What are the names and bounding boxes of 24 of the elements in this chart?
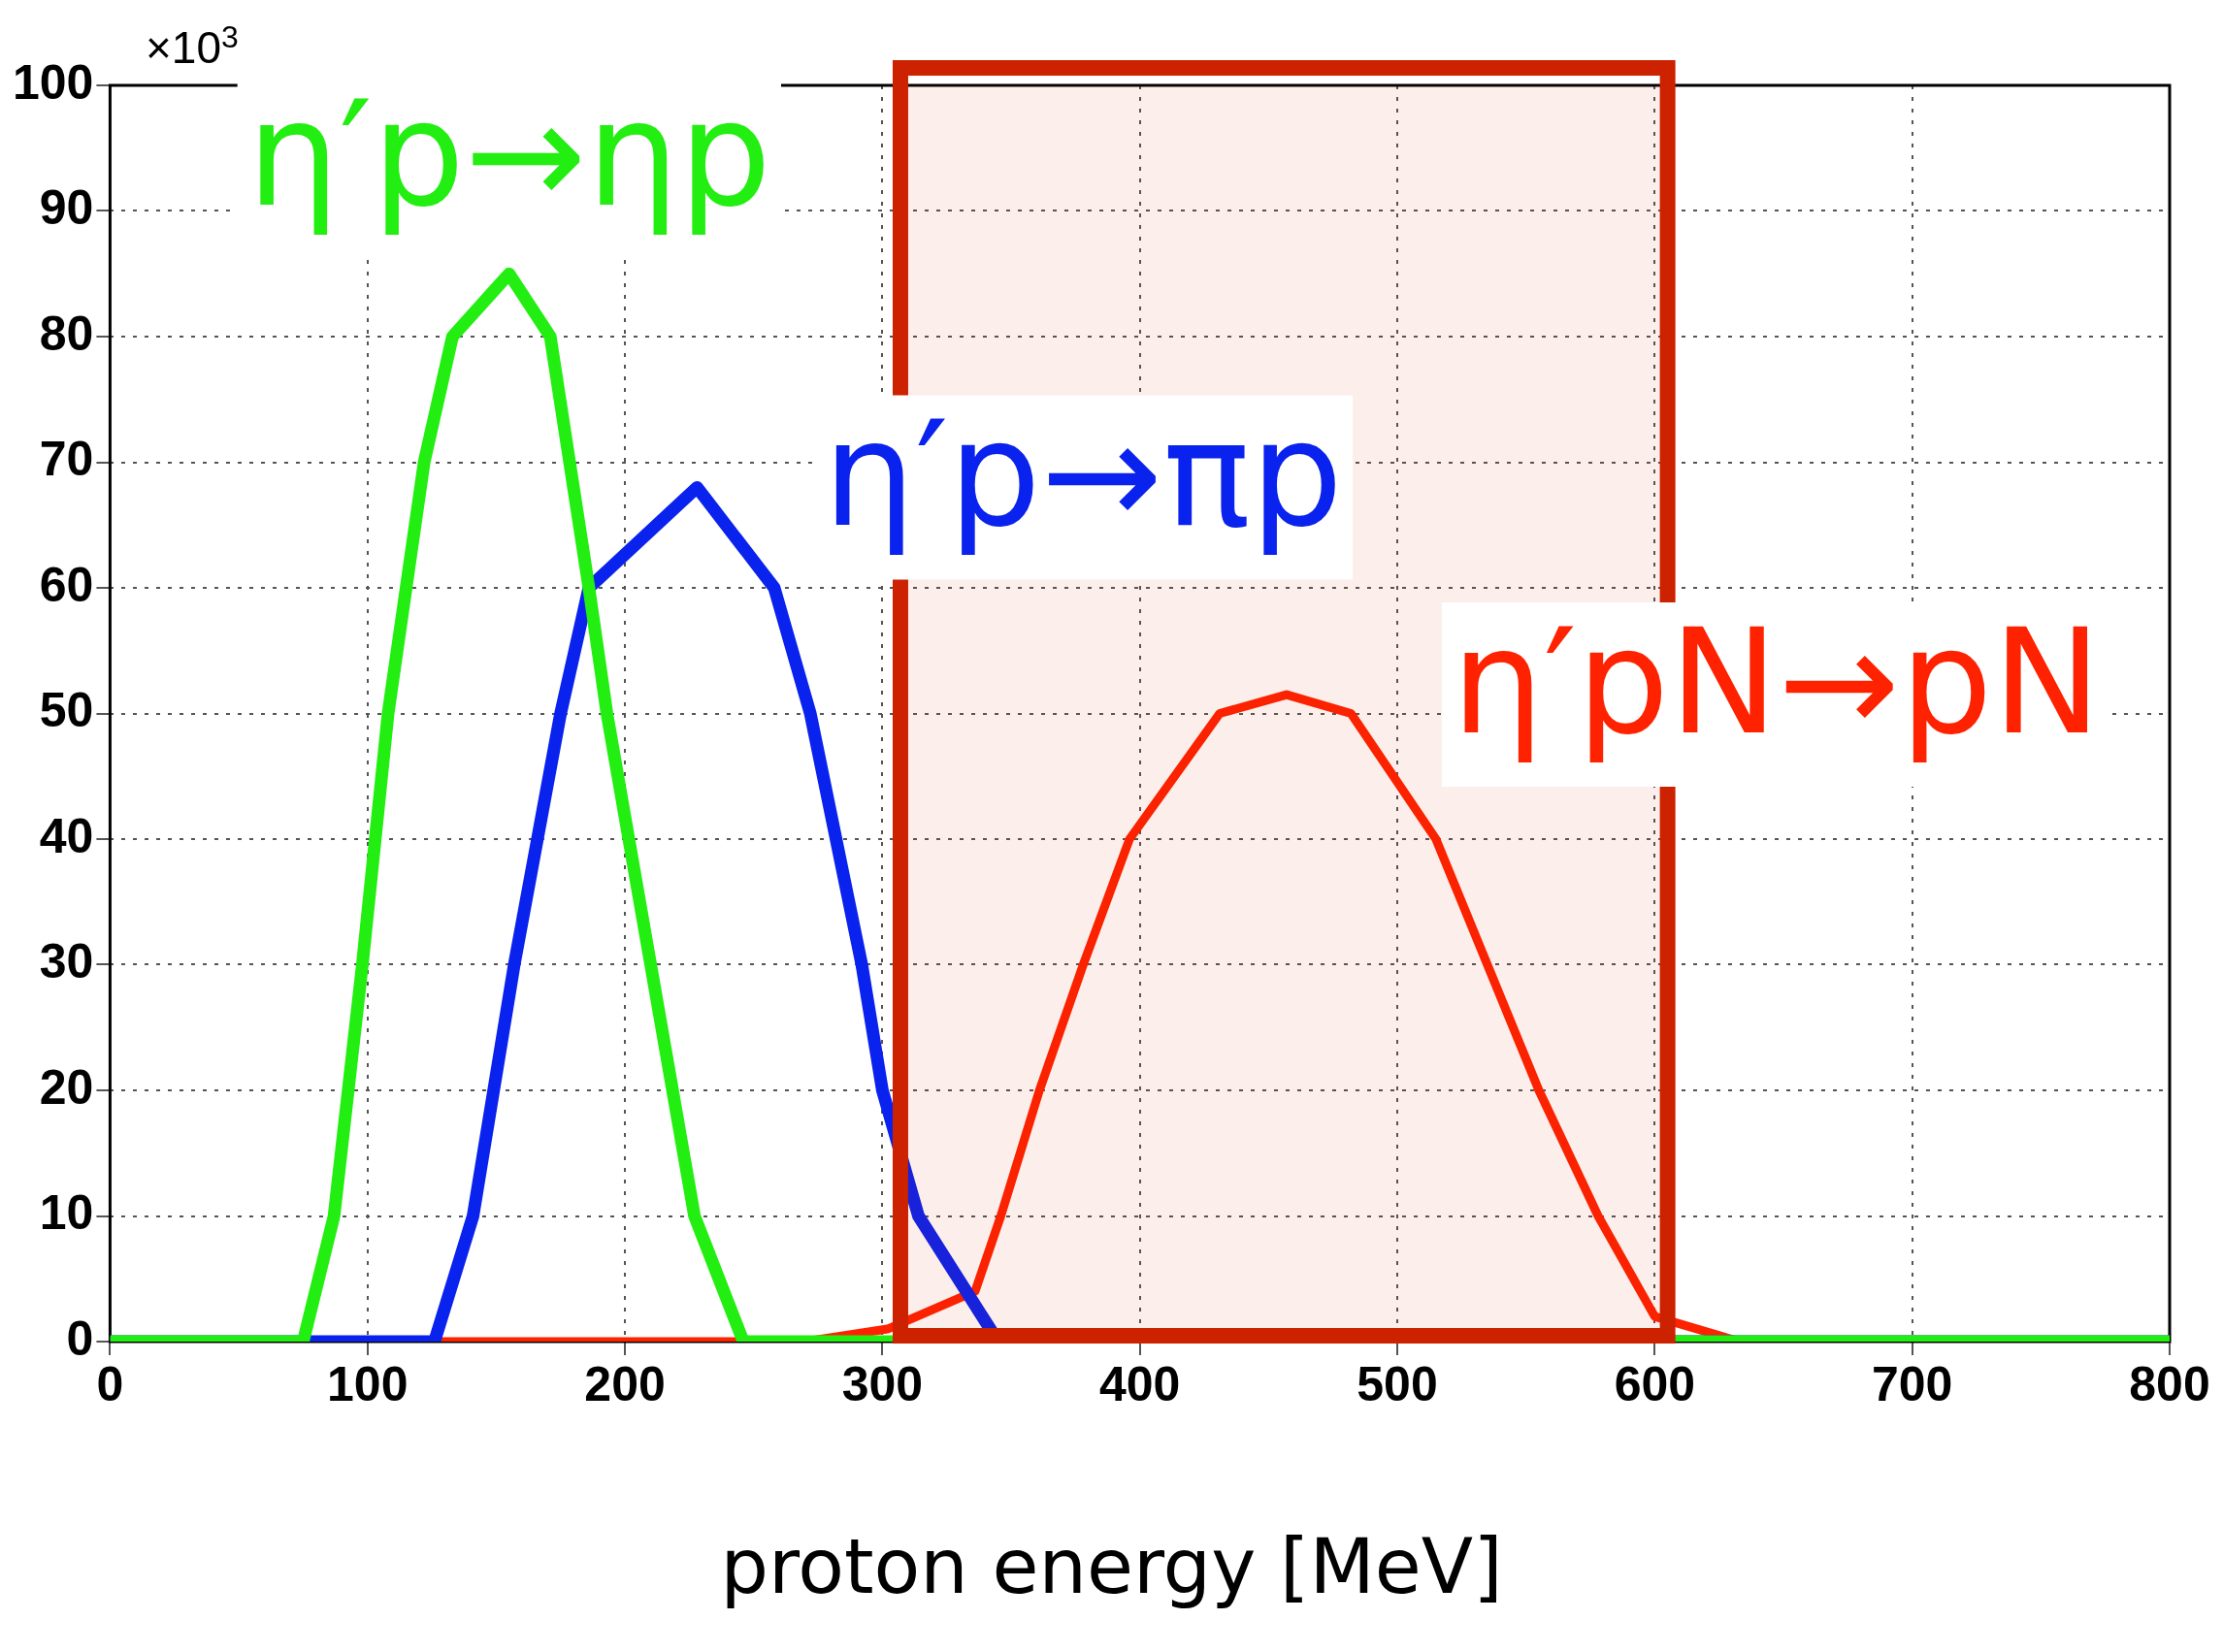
x-tick-label: 700 [1871,1356,1953,1411]
y-tick-label: 60 [39,557,94,612]
y-tick-label: 90 [39,180,94,236]
x-axis-title: proton energy [MeV] [719,1523,1504,1610]
y-tick-label: 70 [39,432,94,487]
x-tick-label: 200 [584,1356,666,1411]
y-tick-label: 80 [39,306,94,361]
y-tick-label: 0 [66,1311,94,1366]
x-tick-label: 400 [1098,1356,1181,1411]
y-tick-label: 50 [39,683,94,738]
y-tick-label: 40 [39,808,94,863]
y-axis-title: ×10$^{3}$ [146,19,239,75]
x-tick-label: 100 [327,1356,409,1411]
y-tick-label: 100 [12,54,94,110]
series-label: η′p→πp [823,390,1343,560]
x-tick-label: 500 [1357,1356,1438,1411]
x-tick-label: 800 [2129,1356,2210,1411]
y-tick-label: 30 [39,934,94,989]
series-label: η′pN→pN [1451,598,2102,767]
x-tick-label: 600 [1614,1356,1696,1411]
x-tick-label: 300 [841,1356,924,1411]
y-tick-label: 20 [39,1059,94,1115]
y-tick-label: 10 [39,1185,94,1241]
series-label: η′p→ηp [246,70,771,240]
